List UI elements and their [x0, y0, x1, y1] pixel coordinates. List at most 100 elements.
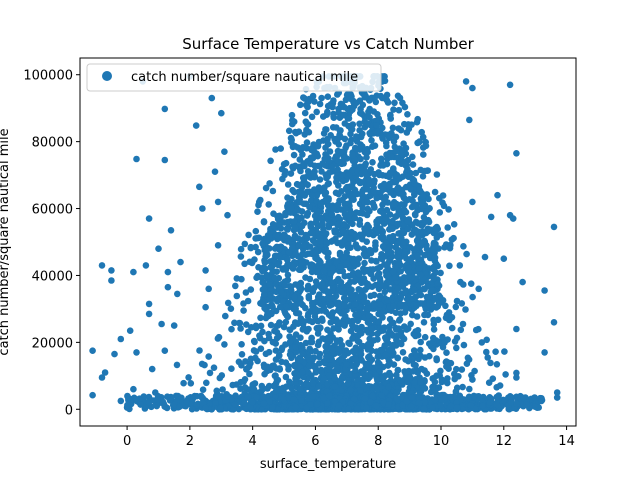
scatter-point [443, 349, 450, 357]
scatter-point [272, 387, 280, 395]
scatter-point [373, 402, 380, 410]
scatter-point [272, 356, 280, 363]
scatter-point [278, 346, 286, 354]
scatter-point [396, 316, 404, 323]
scatter-point [324, 400, 331, 407]
scatter-point [470, 392, 478, 400]
scatter-point [420, 319, 428, 326]
scatter-point [358, 110, 366, 118]
scatter-point [255, 198, 263, 206]
scatter-point [432, 294, 439, 302]
scatter-point [284, 238, 292, 245]
scatter-point [361, 93, 369, 101]
scatter-point [316, 291, 323, 298]
scatter-point [396, 175, 404, 182]
scatter-point [341, 352, 348, 359]
scatter-point [430, 334, 437, 342]
scatter-point [450, 221, 458, 228]
scatter-point [282, 209, 289, 217]
scatter-point [314, 142, 322, 150]
scatter-point [183, 397, 190, 405]
scatter-point [130, 268, 137, 276]
scatter-point [338, 188, 345, 195]
scatter-point [436, 209, 444, 216]
scatter-point [433, 355, 440, 362]
scatter-point [356, 163, 364, 171]
scatter-point [402, 304, 410, 312]
scatter-point [365, 230, 373, 238]
scatter-point [356, 209, 364, 217]
scatter-point [379, 327, 387, 334]
scatter-point [494, 191, 501, 199]
scatter-point [272, 340, 280, 347]
scatter-point [403, 326, 410, 333]
scatter-point [375, 310, 382, 318]
scatter-point [378, 392, 385, 399]
scatter-point [325, 196, 332, 204]
scatter-point [324, 326, 331, 334]
scatter-point [306, 356, 313, 364]
scatter-point [372, 281, 380, 289]
scatter-point [245, 231, 252, 239]
scatter-point [187, 380, 195, 387]
scatter-point [320, 130, 328, 137]
scatter-point [259, 297, 267, 305]
scatter-point [260, 400, 268, 407]
scatter-point [268, 302, 276, 310]
scatter-point [247, 244, 255, 252]
scatter-point [224, 211, 231, 219]
scatter-point [300, 318, 308, 325]
scatter-point [368, 257, 375, 264]
scatter-point [291, 143, 299, 150]
scatter-point [351, 186, 359, 194]
scatter-point [292, 403, 300, 411]
scatter-point [320, 375, 328, 383]
scatter-point [419, 192, 427, 200]
scatter-point [246, 370, 253, 378]
scatter-point [253, 274, 260, 282]
scatter-point [453, 404, 461, 412]
scatter-point [385, 401, 393, 409]
scatter-point [243, 365, 251, 373]
scatter-point [486, 399, 494, 406]
scatter-point [292, 224, 299, 232]
scatter-point [259, 267, 266, 275]
scatter-point [431, 188, 439, 196]
scatter-point [205, 353, 212, 360]
scatter-point [205, 285, 212, 293]
scatter-point [108, 277, 115, 284]
scatter-point [337, 263, 344, 270]
scatter-point [267, 264, 274, 271]
scatter-point [309, 393, 317, 400]
scatter-point [284, 255, 291, 263]
scatter-point [247, 286, 255, 293]
scatter-point [434, 280, 442, 287]
scatter-point [384, 271, 392, 279]
scatter-point [373, 122, 381, 129]
scatter-point [286, 378, 293, 386]
y-tick-label: 80000 [32, 136, 73, 151]
scatter-point [484, 354, 492, 361]
scatter-point [343, 183, 351, 191]
scatter-point [447, 393, 454, 401]
scatter-point [403, 398, 411, 405]
scatter-point [164, 268, 172, 276]
scatter-point [295, 241, 302, 249]
scatter-point [364, 305, 372, 313]
scatter-point [349, 335, 356, 342]
scatter-point [276, 332, 283, 340]
scatter-point [373, 194, 381, 202]
scatter-point [308, 192, 316, 199]
scatter-point [320, 394, 328, 402]
scatter-point [439, 333, 446, 341]
scatter-point [336, 127, 344, 135]
scatter-point [124, 401, 131, 409]
scatter-point [126, 327, 134, 335]
scatter-point [364, 340, 372, 348]
scatter-point [284, 271, 292, 279]
scatter-point [338, 171, 346, 179]
scatter-point [322, 230, 330, 237]
x-tick-label: 10 [433, 434, 450, 449]
scatter-point [142, 262, 150, 269]
scatter-point [379, 243, 387, 250]
